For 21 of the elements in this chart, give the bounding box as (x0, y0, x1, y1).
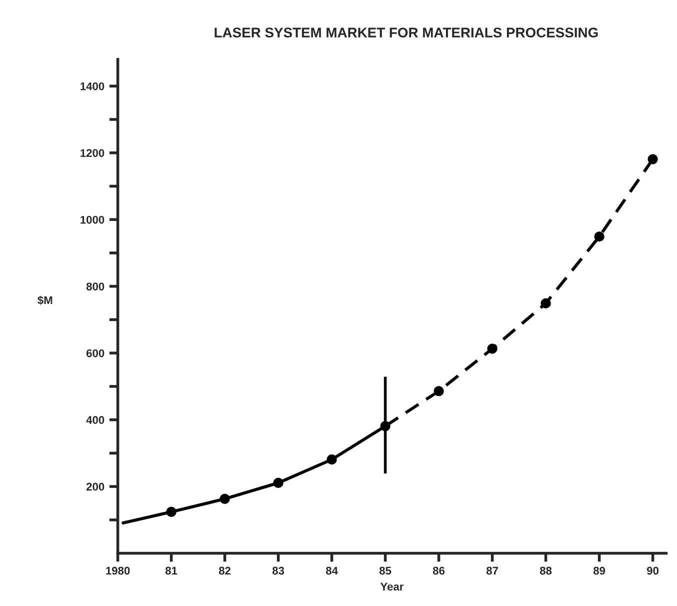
x-tick-label: 83 (272, 566, 284, 575)
x-tick-label: 85 (379, 566, 392, 575)
x-axis-title: Year (380, 582, 404, 591)
y-tick-label: 400 (86, 416, 104, 424)
y-tick-label: 1400 (80, 82, 104, 90)
x-tick-label: 86 (432, 566, 445, 575)
y-tick-label: 1000 (80, 216, 104, 224)
x-tick-label: 84 (326, 566, 338, 575)
y-axis-title: $M (38, 296, 52, 305)
y-tick-label: 800 (86, 282, 104, 290)
chart-title: LASER SYSTEM MARKET FOR MATERIALS PROCESSING (214, 28, 598, 38)
y-tick-label: 200 (86, 482, 104, 491)
x-tick-label: 89 (593, 566, 606, 575)
x-tick-label: 82 (218, 566, 231, 575)
x-tick-label: 87 (486, 566, 498, 575)
y-tick-label: 600 (86, 349, 104, 358)
x-tick-label: 90 (647, 566, 659, 575)
y-tick-label: 1200 (80, 149, 104, 157)
x-tick-label: 88 (540, 566, 552, 575)
x-tick-label: 81 (165, 566, 178, 575)
x-tick-label: 1980 (106, 566, 130, 575)
